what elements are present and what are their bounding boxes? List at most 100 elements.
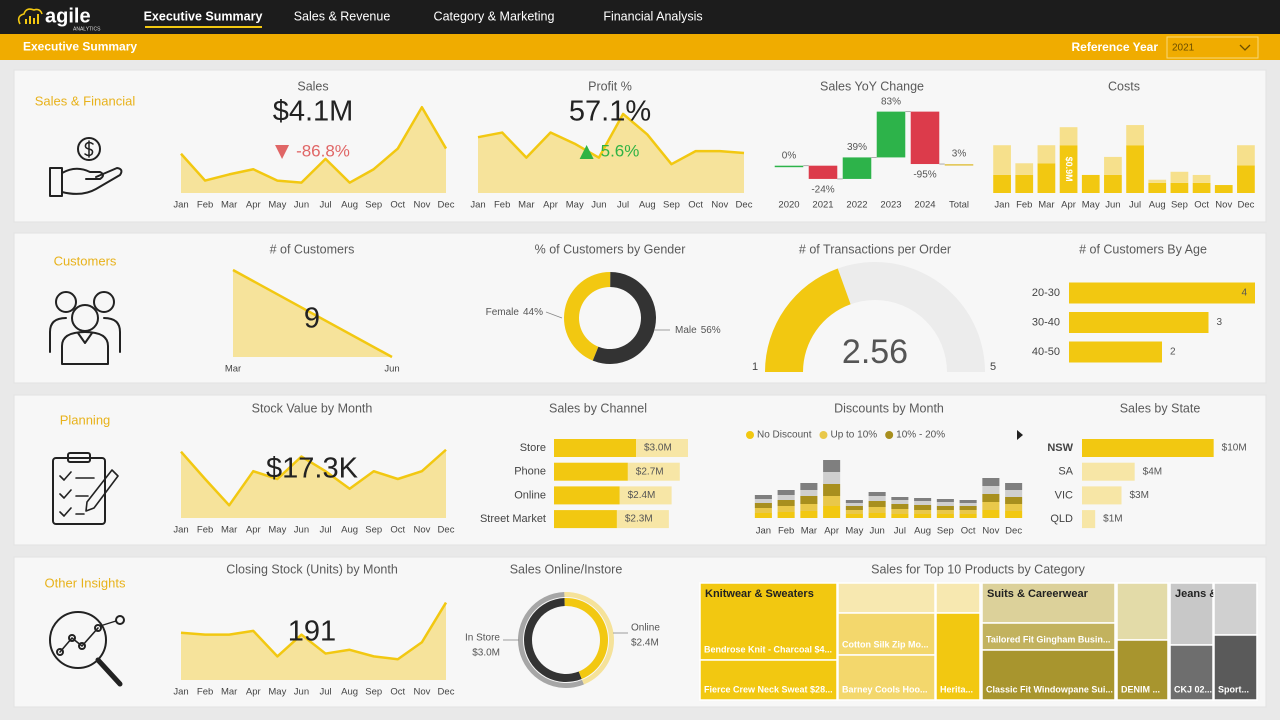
y-tick-label: NSW (1047, 442, 1073, 454)
data-label: $2.7M (636, 466, 664, 477)
x-tick-label: Apr (246, 200, 261, 211)
leader-line (545, 311, 563, 319)
bar-segment (800, 504, 818, 511)
year-dropdown[interactable]: 2021 (1166, 36, 1259, 59)
legend-marker (885, 431, 894, 439)
treemap-cell[interactable] (1116, 582, 1169, 641)
nav-tab[interactable]: Sales & Revenue (294, 9, 391, 23)
y-tick-label: Phone (514, 466, 546, 478)
x-tick-label: Aug (341, 687, 358, 698)
x-tick-label: Sep (663, 200, 680, 211)
bar-segment (1148, 179, 1167, 183)
x-tick-label: May (566, 200, 584, 211)
treemap-cell[interactable] (981, 582, 1116, 624)
kpi-delta: -86.8% (296, 141, 350, 160)
dropdown-value[interactable]: 2021 (1172, 43, 1195, 54)
x-tick-label: Jul (319, 525, 331, 536)
treemap-cell[interactable] (699, 659, 838, 701)
delta-arrow (275, 145, 290, 159)
bar-segment (959, 503, 977, 506)
bar-segment (959, 506, 977, 510)
gauge-value (765, 268, 851, 372)
visual-title: Closing Stock (Units) by Month (226, 562, 398, 576)
bar-segment (754, 495, 772, 499)
category-name: Female (486, 307, 520, 318)
x-tick-label: Feb (197, 525, 213, 536)
bar-segment (823, 472, 841, 484)
data-label: 83% (881, 96, 901, 107)
donut-label: Male 56% (675, 325, 721, 336)
treemap-cell[interactable] (1213, 634, 1258, 701)
data-label: -95% (913, 170, 936, 181)
bar-segment (777, 512, 795, 518)
y-tick-label: 40-50 (1032, 346, 1060, 358)
area-line (232, 268, 393, 359)
treemap-item-label: Bendrose Knit - Charcoal $4... (704, 644, 832, 654)
data-label: $2.4M (628, 490, 656, 501)
x-tick-label: Mar (221, 525, 237, 536)
bar-segment (868, 501, 886, 507)
bar (1082, 510, 1096, 529)
treemap-cell[interactable] (935, 582, 981, 614)
bar-segment (868, 513, 886, 518)
x-tick-label: Oct (390, 687, 405, 698)
x-tick-label: Nov (982, 526, 999, 537)
x-tick-label: Jan (756, 526, 771, 537)
treemap-cell[interactable] (1213, 582, 1258, 636)
x-tick-label: Oct (390, 200, 405, 211)
data-label: 3 (1217, 317, 1223, 328)
x-tick-label: Mar (221, 687, 237, 698)
data-label: $3.0M (644, 443, 672, 454)
bar-segment (1214, 185, 1233, 193)
bar-segment (845, 506, 863, 510)
legend-next[interactable] (1017, 430, 1023, 440)
nav-tab[interactable]: Financial Analysis (603, 9, 702, 23)
treemap-cell[interactable] (935, 612, 981, 701)
data-label: $4M (1143, 466, 1162, 477)
nav-tab[interactable]: Executive Summary (144, 9, 263, 23)
bar-segment (993, 174, 1011, 193)
visual-title: # of Customers By Age (1079, 242, 1207, 256)
x-tick-label: Jul (894, 526, 906, 537)
treemap-item-label: Cotton Silk Zip Mo... (842, 639, 929, 649)
bar-segment (1015, 163, 1034, 175)
x-tick-label: Jul (319, 200, 331, 211)
x-tick-label: Mar (225, 364, 241, 375)
bar-segment (754, 513, 772, 518)
dropdown-chevron[interactable] (1239, 44, 1251, 51)
treemap-cell[interactable] (837, 654, 936, 701)
y-tick-label: 20-30 (1032, 287, 1060, 299)
gauge-max-label: 5 (990, 361, 996, 373)
bar-segment (845, 503, 863, 506)
bar-segment (1148, 182, 1167, 193)
data-label: -24% (811, 185, 834, 196)
bar-segment (982, 494, 1000, 502)
x-tick-label: Apr (1061, 200, 1076, 211)
kpi-value: 191 (288, 616, 336, 648)
bar-segment (914, 510, 932, 514)
bar-segment (936, 502, 954, 506)
x-tick-label: Sep (365, 525, 382, 536)
bar-segment (754, 508, 772, 513)
bar-segment (1104, 174, 1122, 193)
bar (554, 510, 617, 529)
treemap-cell[interactable] (1116, 639, 1169, 701)
customers-icon (49, 291, 121, 365)
nav-tab[interactable]: Category & Marketing (434, 9, 555, 23)
treemap-cell[interactable] (837, 612, 936, 656)
x-tick-label: Jul (1129, 200, 1141, 211)
x-tick-label: Jun (1105, 200, 1120, 211)
treemap-cell[interactable] (837, 582, 936, 614)
bar-segment (754, 499, 772, 503)
bar-segment (936, 510, 954, 514)
treemap-cell[interactable] (1169, 644, 1214, 701)
donut-label: Female 44% (486, 307, 543, 318)
x-tick-label: Sep (365, 200, 382, 211)
bar (1082, 439, 1214, 457)
bar-segment (1005, 511, 1023, 518)
bar-segment (1237, 165, 1255, 193)
dropdown-box[interactable] (1166, 36, 1259, 59)
x-tick-label: 2020 (778, 200, 799, 211)
treemap-cell[interactable] (981, 649, 1116, 701)
treemap-cell[interactable] (981, 622, 1116, 651)
